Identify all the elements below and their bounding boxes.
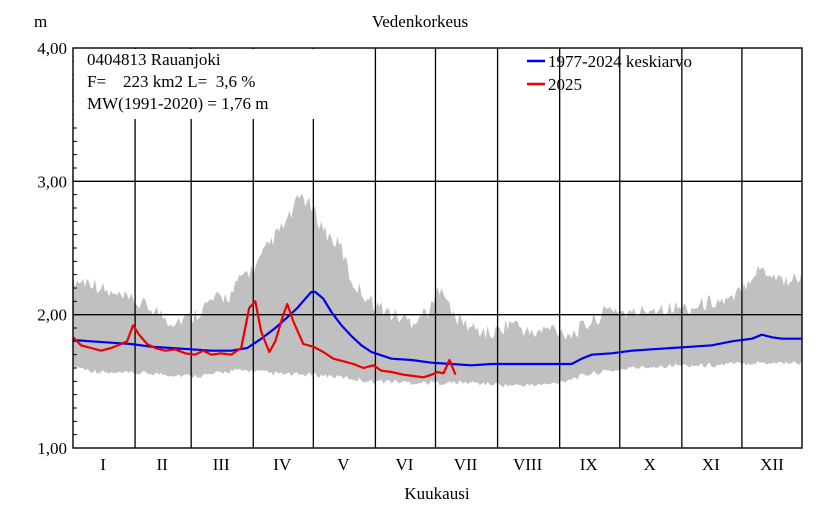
y-tick-label: 2,00 <box>37 306 67 325</box>
month-label: IX <box>580 455 598 474</box>
chart-title: Vedenkorkeus <box>371 12 469 31</box>
mean-series-line <box>72 290 802 367</box>
x-axis-label: Kuukausi <box>404 484 470 503</box>
month-label: XII <box>760 455 784 474</box>
info-station: 0404813 Rauanjoki <box>87 50 221 69</box>
info-mw: MW(1991-2020) = 1,76 m <box>87 94 268 113</box>
month-label: II <box>156 455 168 474</box>
month-label: IV <box>273 455 292 474</box>
legend-label: 2025 <box>548 75 582 94</box>
month-label: III <box>213 455 230 474</box>
y-tick-label: 4,00 <box>37 39 67 58</box>
y-unit-label: m <box>34 12 48 31</box>
month-label: VII <box>454 455 478 474</box>
year-2025-series-line <box>72 300 457 379</box>
y-tick-label: 1,00 <box>37 439 67 458</box>
month-label: VIII <box>513 455 543 474</box>
info-background <box>74 49 374 119</box>
month-label: XI <box>702 455 720 474</box>
range-band <box>73 194 802 388</box>
plot-frame <box>72 47 803 449</box>
legend-label: 1977-2024 keskiarvo <box>548 52 692 71</box>
info-area: F= 223 km2 L= 3,6 % <box>87 72 255 91</box>
month-label: X <box>644 455 656 474</box>
month-label: V <box>337 455 350 474</box>
y-tick-label: 3,00 <box>37 172 67 191</box>
month-label: I <box>100 455 106 474</box>
month-label: VI <box>395 455 413 474</box>
